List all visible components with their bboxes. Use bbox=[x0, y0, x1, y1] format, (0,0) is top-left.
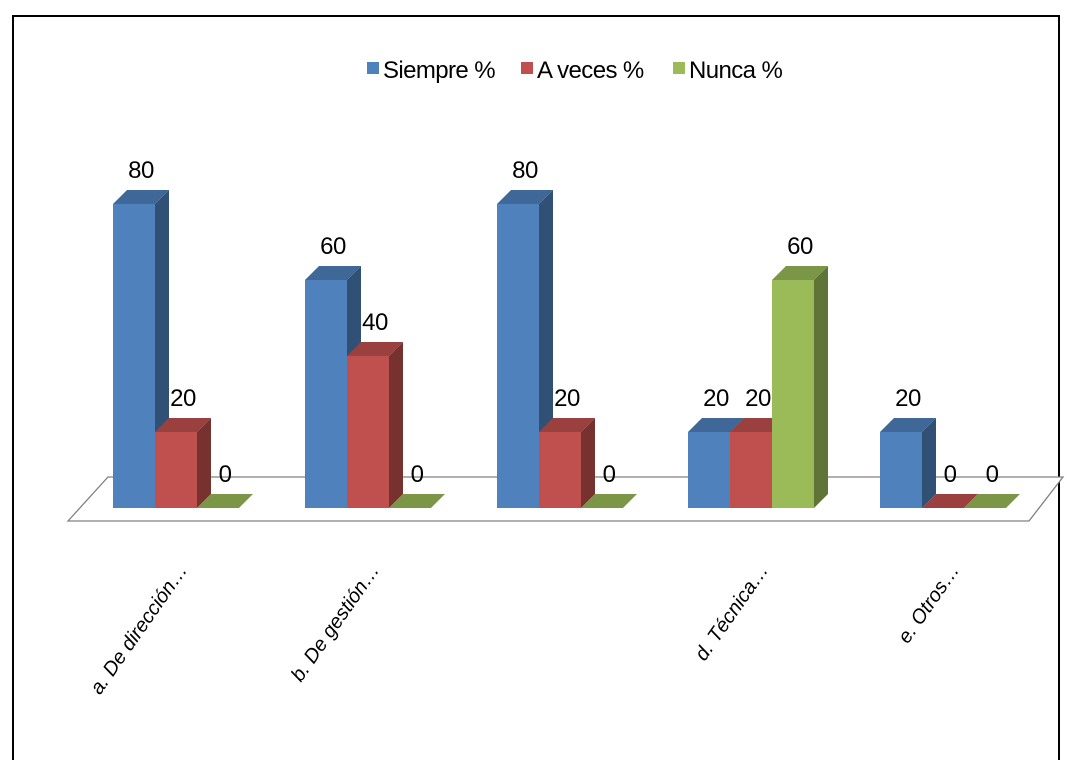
value-label-2-3: 20 bbox=[554, 385, 580, 412]
category-label-4: d. Técnica… bbox=[691, 560, 773, 665]
value-label-1-5: 20 bbox=[895, 385, 921, 412]
legend-item-1: Siempre % bbox=[367, 57, 496, 84]
value-label-1-4: 20 bbox=[703, 385, 729, 412]
bar-2-1 bbox=[155, 418, 211, 508]
value-label-1-3: 80 bbox=[512, 157, 538, 184]
bar-2-5 bbox=[922, 494, 978, 508]
bar-3-3 bbox=[581, 494, 637, 508]
value-label-3-1: 0 bbox=[219, 461, 232, 488]
category-label-2: b. De gestión… bbox=[287, 560, 384, 686]
bar-3-2 bbox=[389, 494, 445, 508]
bar-3-1 bbox=[197, 494, 253, 508]
bar-1-5 bbox=[880, 418, 936, 508]
legend-swatch-2 bbox=[521, 62, 533, 74]
legend-item-2: A veces % bbox=[521, 57, 645, 84]
bar-2-3 bbox=[539, 418, 595, 508]
legend-item-3: Nunca % bbox=[673, 57, 783, 84]
legend-label-2: A veces % bbox=[537, 57, 644, 84]
value-label-2-2: 40 bbox=[362, 309, 388, 336]
legend: Siempre % A veces % Nunca % bbox=[367, 57, 783, 84]
category-labels: a. De dirección… b. De gestión… d. Técnica… bbox=[86, 560, 964, 698]
value-label-3-3: 0 bbox=[603, 461, 616, 488]
value-label-1-1: 80 bbox=[128, 157, 154, 184]
bars bbox=[113, 190, 1020, 508]
value-label-3-5: 0 bbox=[986, 461, 999, 488]
bar-1-1 bbox=[113, 190, 169, 508]
data-labels: 80 20 0 60 40 0 80 20 0 20 20 60 20 0 0 bbox=[128, 157, 999, 488]
value-label-1-2: 60 bbox=[320, 233, 346, 260]
value-label-3-4: 60 bbox=[787, 233, 813, 260]
legend-label-1: Siempre % bbox=[383, 57, 495, 84]
value-label-2-4: 20 bbox=[745, 385, 771, 412]
category-label-1: a. De dirección… bbox=[86, 560, 192, 698]
value-label-2-1: 20 bbox=[170, 385, 196, 412]
bar-2-2 bbox=[347, 342, 403, 508]
legend-swatch-1 bbox=[367, 62, 379, 74]
category-label-5: e. Otros… bbox=[894, 560, 964, 647]
bar-3-4 bbox=[772, 266, 828, 508]
value-label-2-5: 0 bbox=[944, 461, 957, 488]
bar-1-3 bbox=[497, 190, 553, 508]
legend-swatch-3 bbox=[673, 62, 685, 74]
legend-label-3: Nunca % bbox=[689, 57, 782, 84]
value-label-3-2: 0 bbox=[411, 461, 424, 488]
bar-3-5 bbox=[964, 494, 1020, 508]
